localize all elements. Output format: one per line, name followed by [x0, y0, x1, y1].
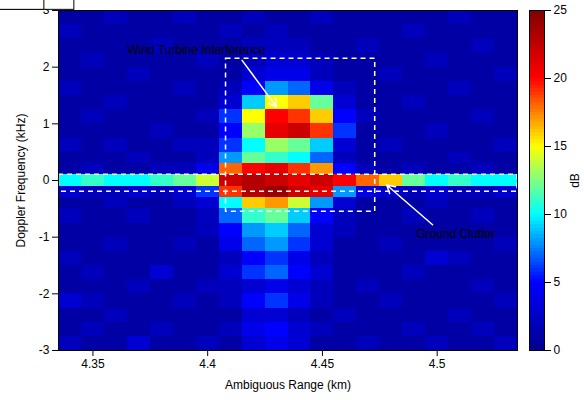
- svg-text:0: 0: [554, 343, 561, 357]
- svg-text:3: 3: [42, 3, 50, 18]
- svg-text:4.4: 4.4: [199, 357, 216, 371]
- svg-text:10: 10: [554, 207, 568, 221]
- svg-text:4.45: 4.45: [311, 357, 335, 371]
- svg-text:2: 2: [43, 60, 50, 74]
- svg-text:Doppler Frequency (kHz): Doppler Frequency (kHz): [14, 113, 28, 247]
- svg-text:4.5: 4.5: [429, 357, 446, 371]
- svg-text:4.35: 4.35: [81, 357, 105, 371]
- svg-text:-3: -3: [39, 343, 50, 357]
- svg-text:Ambiguous Range (km): Ambiguous Range (km): [225, 378, 351, 392]
- svg-text:15: 15: [554, 139, 568, 153]
- svg-text:Ground Clutter: Ground Clutter: [416, 227, 495, 241]
- svg-text:-1: -1: [39, 230, 50, 244]
- svg-text:1: 1: [43, 117, 50, 131]
- svg-text:-2: -2: [39, 287, 50, 301]
- svg-text:0: 0: [43, 173, 50, 187]
- svg-text:20: 20: [554, 71, 568, 85]
- svg-text:dB: dB: [568, 173, 582, 188]
- svg-text:5: 5: [554, 275, 561, 289]
- svg-text:Wind Turbine Interference: Wind Turbine Interference: [127, 43, 265, 57]
- svg-text:25: 25: [554, 3, 568, 17]
